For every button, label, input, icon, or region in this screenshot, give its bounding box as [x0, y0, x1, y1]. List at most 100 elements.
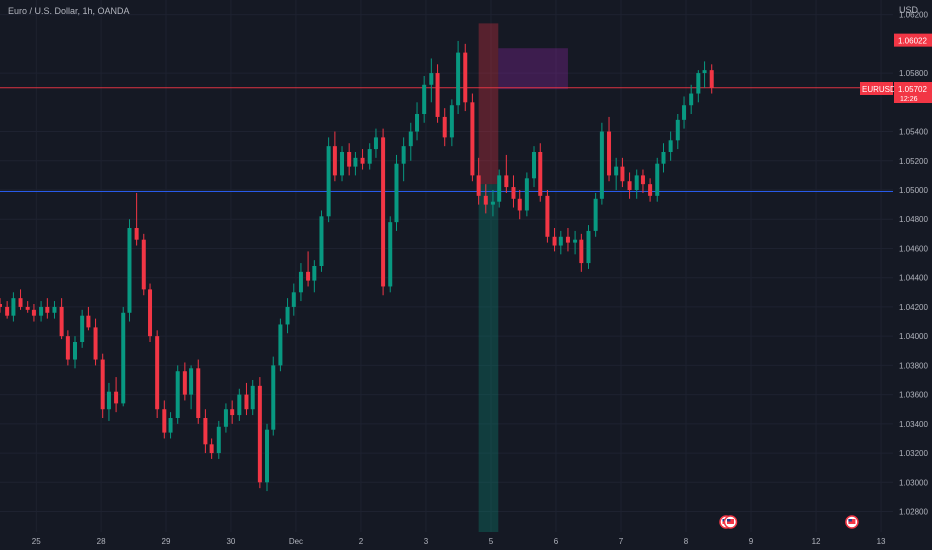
y-tick-label: 1.04600	[899, 244, 928, 253]
candle	[203, 409, 208, 454]
candle	[524, 172, 529, 217]
candle-body	[470, 102, 475, 176]
candle	[11, 292, 16, 322]
x-tick-label: 5	[489, 537, 494, 546]
candle	[709, 64, 714, 94]
candle	[319, 210, 324, 272]
candle-body	[661, 152, 666, 164]
candle	[25, 301, 30, 313]
y-tick-label: 1.05400	[899, 128, 928, 137]
x-tick-label: 28	[97, 537, 106, 546]
candle	[381, 128, 386, 296]
candle-body	[0, 304, 2, 307]
horizontal-lines	[0, 87, 893, 192]
y-tick-label: 1.03200	[899, 449, 928, 458]
candle-body	[367, 149, 372, 164]
candle	[189, 365, 194, 410]
time-axis[interactable]: 25 28 29 30 Dec 2 3 5 6 7 8 9 12 13	[32, 537, 886, 546]
event-markers[interactable]	[719, 515, 859, 529]
candle-body	[401, 146, 406, 164]
candle-body	[702, 70, 707, 74]
candle	[312, 260, 317, 293]
candle-body	[422, 84, 427, 114]
candle	[285, 298, 290, 334]
candle	[271, 356, 276, 436]
candle-body	[5, 306, 10, 316]
candle	[490, 190, 495, 217]
candle	[230, 400, 235, 424]
candle	[18, 289, 23, 310]
x-tick-label: 8	[684, 537, 689, 546]
candle-body	[148, 289, 153, 337]
candle	[196, 359, 201, 424]
candle	[394, 154, 399, 231]
candle-body	[648, 184, 653, 196]
x-tick-label: 13	[877, 537, 886, 546]
candle-body	[86, 315, 91, 328]
candle	[52, 301, 57, 319]
candle	[668, 131, 673, 161]
y-tick-label: 1.03000	[899, 478, 928, 487]
candle-body	[306, 271, 311, 281]
candle-body	[106, 391, 111, 410]
candle-body	[599, 131, 604, 199]
candle	[388, 216, 393, 293]
candle	[538, 143, 543, 202]
candle-body	[291, 292, 296, 307]
candle-body	[614, 166, 619, 176]
candle-body	[640, 175, 645, 185]
candle	[93, 318, 98, 366]
candle-body	[558, 236, 563, 246]
candle	[545, 190, 550, 243]
candle	[586, 225, 591, 269]
candle	[59, 298, 64, 340]
x-tick-label: 7	[619, 537, 624, 546]
y-tick-label: 1.05800	[899, 69, 928, 78]
candles[interactable]	[0, 40, 714, 492]
candle-body	[237, 394, 242, 416]
candle	[121, 306, 126, 407]
candle	[182, 362, 187, 401]
candle-body	[511, 187, 516, 199]
candle-body	[579, 239, 584, 264]
candle-body	[93, 327, 98, 360]
candle	[504, 154, 509, 193]
candle-body	[682, 105, 687, 120]
candle	[326, 137, 331, 223]
candle-body	[312, 266, 317, 281]
candle	[408, 122, 413, 161]
candle-body	[18, 298, 23, 307]
candle-body	[435, 73, 440, 117]
candle	[675, 114, 680, 150]
candle	[429, 58, 434, 103]
candle-body	[483, 195, 488, 205]
candle	[607, 116, 612, 182]
price-axis[interactable]: 1.06200 1.05800 1.05400 1.05200 1.05000 1.048…	[899, 11, 928, 517]
x-tick-label: 29	[162, 537, 171, 546]
candle-body	[31, 309, 36, 316]
candle	[360, 149, 365, 170]
candle-body	[381, 137, 386, 287]
candle-body	[182, 371, 187, 395]
candle-body	[52, 306, 57, 313]
candle	[442, 108, 447, 147]
candle-body	[65, 336, 70, 360]
candle	[291, 283, 296, 316]
y-tick-label: 1.04000	[899, 332, 928, 341]
x-tick-label: 25	[32, 537, 41, 546]
candle-body	[388, 222, 393, 287]
candle	[648, 178, 653, 202]
candle	[39, 301, 44, 322]
candle-body	[59, 306, 64, 337]
candle-body	[360, 157, 365, 164]
us-flag-icon[interactable]	[723, 515, 738, 529]
us-flag-icon[interactable]	[845, 515, 859, 529]
candle-body	[456, 52, 461, 106]
candle-body	[709, 70, 714, 88]
candle-body	[209, 444, 214, 454]
candle	[65, 330, 70, 366]
candle-body	[121, 312, 126, 404]
candle-body	[347, 152, 352, 167]
candle-body	[675, 119, 680, 141]
